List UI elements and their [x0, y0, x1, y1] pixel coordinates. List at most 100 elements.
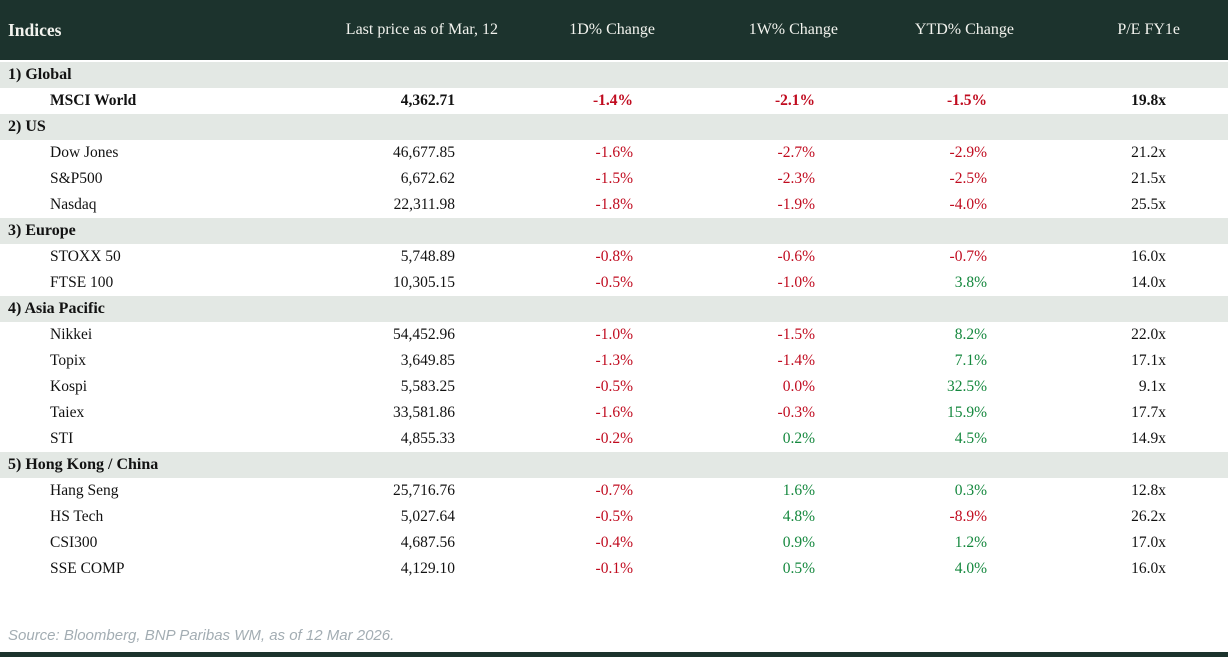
index-name: MSCI World [50, 92, 137, 109]
pe-ratio: 16.0x [1131, 560, 1166, 577]
table-row: CSI300 4,687.56 -0.4% 0.9% 1.2% 17.0x [0, 530, 1228, 556]
last-price: 46,677.85 [393, 144, 455, 161]
column-header-last-price: Last price as of Mar, 12 [345, 21, 498, 38]
pe-ratio: 21.2x [1131, 144, 1166, 161]
last-price: 4,855.33 [400, 430, 455, 447]
change-1d: -1.8% [595, 196, 633, 213]
section-label: 5) Hong Kong / China [8, 456, 159, 473]
pe-ratio: 21.5x [1131, 170, 1166, 187]
change-1w: -1.5% [777, 326, 815, 343]
last-price: 33,581.86 [393, 404, 455, 421]
pe-ratio: 14.0x [1131, 274, 1166, 291]
change-1w: -0.3% [777, 404, 815, 421]
table-row: Nasdaq 22,311.98 -1.8% -1.9% -4.0% 25.5x [0, 192, 1228, 218]
column-header-1d-change: 1D% Change [569, 21, 655, 38]
table-row: Topix 3,649.85 -1.3% -1.4% 7.1% 17.1x [0, 348, 1228, 374]
section-row: 5) Hong Kong / China [0, 452, 1228, 478]
change-1d: -0.7% [595, 482, 633, 499]
index-name: SSE COMP [50, 560, 125, 577]
section-row: 4) Asia Pacific [0, 296, 1228, 322]
index-name: FTSE 100 [50, 274, 114, 291]
change-ytd: -2.9% [949, 144, 987, 161]
change-ytd: 8.2% [954, 326, 987, 343]
table-row: Hang Seng 25,716.76 -0.7% 1.6% 0.3% 12.8x [0, 478, 1228, 504]
section-label: 4) Asia Pacific [8, 300, 105, 317]
last-price: 4,687.56 [400, 534, 455, 551]
last-price: 22,311.98 [393, 196, 455, 213]
table-row: STOXX 50 5,748.89 -0.8% -0.6% -0.7% 16.0x [0, 244, 1228, 270]
change-ytd: 3.8% [954, 274, 987, 291]
index-name: STOXX 50 [50, 248, 121, 265]
table-row: MSCI World 4,362.71 -1.4% -2.1% -1.5% 19.8x [0, 88, 1228, 114]
table-header-row: Indices Last price as of Mar, 12 1D% Cha… [0, 0, 1228, 60]
change-1d: -1.4% [592, 92, 633, 109]
section-row: 2) US [0, 114, 1228, 140]
table-row: S&P500 6,672.62 -1.5% -2.3% -2.5% 21.5x [0, 166, 1228, 192]
change-1w: 0.9% [782, 534, 815, 551]
pe-ratio: 22.0x [1131, 326, 1166, 343]
change-ytd: 32.5% [946, 378, 987, 395]
index-name: Taiex [50, 404, 85, 421]
change-1d: -1.6% [595, 144, 633, 161]
change-1d: -0.5% [595, 508, 633, 525]
change-ytd: 4.0% [954, 560, 987, 577]
last-price: 5,583.25 [400, 378, 455, 395]
change-ytd: 0.3% [954, 482, 987, 499]
column-header-1w-change: 1W% Change [748, 21, 838, 38]
change-ytd: 4.5% [954, 430, 987, 447]
table-row: HS Tech 5,027.64 -0.5% 4.8% -8.9% 26.2x [0, 504, 1228, 530]
change-1w: -1.4% [777, 352, 815, 369]
change-ytd: -2.5% [949, 170, 987, 187]
index-name: CSI300 [50, 534, 98, 551]
column-header-pe: P/E FY1e [1117, 21, 1180, 38]
table-row: SSE COMP 4,129.10 -0.1% 0.5% 4.0% 16.0x [0, 556, 1228, 582]
change-1d: -1.3% [595, 352, 633, 369]
pe-ratio: 17.1x [1131, 352, 1166, 369]
table-body: 1) Global MSCI World 4,362.71 -1.4% -2.1% -1.… [0, 62, 1228, 582]
pe-ratio: 26.2x [1131, 508, 1166, 525]
change-ytd: -0.7% [949, 248, 987, 265]
change-1d: -0.5% [595, 378, 633, 395]
index-name: Dow Jones [50, 144, 119, 161]
bottom-bar [0, 652, 1228, 657]
pe-ratio: 14.9x [1131, 430, 1166, 447]
table-row: Dow Jones 46,677.85 -1.6% -2.7% -2.9% 21.2x [0, 140, 1228, 166]
change-1w: -1.9% [777, 196, 815, 213]
pe-ratio: 9.1x [1138, 378, 1166, 395]
change-ytd: 15.9% [946, 404, 987, 421]
index-name: Hang Seng [50, 482, 119, 499]
change-1w: -0.6% [777, 248, 815, 265]
change-1d: -0.8% [595, 248, 633, 265]
pe-ratio: 12.8x [1131, 482, 1166, 499]
pe-ratio: 17.0x [1131, 534, 1166, 551]
source-note: Source: Bloomberg, BNP Paribas WM, as of… [8, 627, 395, 644]
column-header-ytd-change: YTD% Change [914, 21, 1014, 38]
index-name: STI [50, 430, 74, 447]
column-header-indices: Indices [8, 19, 62, 40]
change-1d: -1.6% [595, 404, 633, 421]
change-ytd: 7.1% [954, 352, 987, 369]
change-1w: 0.2% [782, 430, 815, 447]
table-row: Kospi 5,583.25 -0.5% 0.0% 32.5% 9.1x [0, 374, 1228, 400]
change-ytd: -4.0% [949, 196, 987, 213]
change-1d: -0.5% [595, 274, 633, 291]
change-ytd: -1.5% [946, 92, 987, 109]
index-name: Nikkei [50, 326, 93, 343]
pe-ratio: 16.0x [1131, 248, 1166, 265]
table-row: Nikkei 54,452.96 -1.0% -1.5% 8.2% 22.0x [0, 322, 1228, 348]
section-row: 1) Global [0, 62, 1228, 88]
table-row: STI 4,855.33 -0.2% 0.2% 4.5% 14.9x [0, 426, 1228, 452]
change-1w: 0.5% [782, 560, 815, 577]
change-ytd: -8.9% [949, 508, 987, 525]
last-price: 5,027.64 [400, 508, 455, 525]
section-label: 1) Global [8, 66, 72, 83]
index-name: Topix [50, 352, 86, 369]
change-1w: -1.0% [777, 274, 815, 291]
change-1d: -0.4% [595, 534, 633, 551]
last-price: 5,748.89 [400, 248, 455, 265]
change-1w: 0.0% [782, 378, 815, 395]
index-name: S&P500 [50, 170, 103, 187]
index-name: Kospi [50, 378, 88, 395]
change-ytd: 1.2% [954, 534, 987, 551]
